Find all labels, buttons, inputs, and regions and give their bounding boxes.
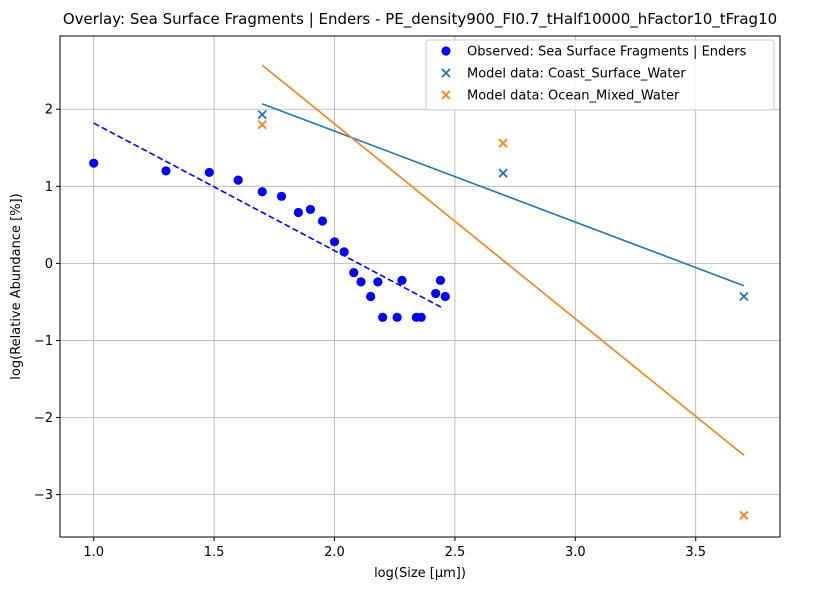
y-tick-label: 2 bbox=[45, 103, 53, 118]
grid bbox=[60, 36, 780, 537]
x-tick-label: 1.0 bbox=[83, 545, 104, 560]
x-marker-stroke bbox=[441, 90, 451, 100]
observed-point bbox=[378, 312, 388, 322]
observed-point bbox=[89, 158, 99, 168]
x-tick-label: 2.5 bbox=[445, 545, 466, 560]
y-tick-label: −2 bbox=[34, 411, 53, 426]
observed-point bbox=[416, 312, 426, 322]
legend-marker-x bbox=[441, 68, 451, 78]
observed-point bbox=[305, 204, 316, 215]
observed-point bbox=[276, 191, 287, 201]
x-marker-stroke bbox=[257, 120, 267, 130]
y-tick-label: 0 bbox=[45, 257, 53, 272]
observed-point bbox=[293, 207, 303, 218]
model-point bbox=[257, 109, 267, 120]
observed-point bbox=[366, 291, 376, 302]
x-tick-label: 3.5 bbox=[685, 545, 706, 560]
axes-frame bbox=[59, 35, 781, 538]
trend-line bbox=[261, 64, 745, 456]
model-point bbox=[498, 168, 508, 178]
x-marker-stroke bbox=[739, 291, 749, 302]
y-tick-label: 1 bbox=[45, 180, 53, 195]
model-point bbox=[498, 138, 508, 148]
observed-point bbox=[257, 187, 267, 197]
observed-point bbox=[204, 167, 214, 178]
y-tick-label: −3 bbox=[34, 488, 53, 503]
x-tick-label: 3.0 bbox=[565, 545, 586, 560]
chart-title: Overlay: Sea Surface Fragments | Enders … bbox=[63, 10, 777, 29]
observed-point bbox=[397, 275, 407, 285]
observed-point bbox=[356, 277, 366, 287]
legend-label: Model data: Ocean_Mixed_Water bbox=[467, 89, 680, 104]
legend-label: Model data: Coast_Surface_Water bbox=[467, 67, 686, 82]
model-point bbox=[739, 291, 749, 302]
x-marker-stroke bbox=[498, 138, 508, 148]
y-tick-label: −1 bbox=[34, 334, 53, 349]
trend-line bbox=[93, 122, 444, 309]
plot-area bbox=[89, 64, 749, 521]
legend-marker-dot bbox=[441, 46, 451, 56]
legend-items: Observed: Sea Surface Fragments | Enders… bbox=[441, 45, 747, 104]
observed-point bbox=[431, 288, 441, 299]
x-marker-stroke bbox=[257, 109, 267, 120]
observed-point bbox=[373, 277, 383, 287]
model-point bbox=[739, 510, 749, 521]
observed-point bbox=[349, 268, 359, 278]
ticks: 1.0 1.5 2.0 2.5 3.0 3.5 −3 −2 −1 0 1 2 bbox=[34, 103, 706, 560]
legend-label: Observed: Sea Surface Fragments | Enders bbox=[467, 45, 747, 60]
observed-point bbox=[435, 275, 446, 285]
observed-point bbox=[317, 216, 328, 226]
observed-point bbox=[339, 247, 349, 257]
x-tick-label: 2.0 bbox=[324, 545, 345, 560]
observed-point bbox=[392, 312, 402, 322]
observed-point bbox=[329, 237, 340, 247]
x-marker-stroke bbox=[498, 168, 508, 178]
observed-point bbox=[233, 175, 243, 185]
x-marker-stroke bbox=[739, 510, 749, 521]
x-tick-label: 1.5 bbox=[204, 545, 225, 560]
x-marker-stroke bbox=[441, 68, 451, 78]
observed-point bbox=[440, 291, 450, 302]
y-axis-label: log(Relative Abundance [%]) bbox=[9, 193, 24, 379]
trend-line bbox=[261, 103, 745, 287]
legend-box bbox=[425, 39, 775, 111]
x-axis-label: log(Size [μm]) bbox=[374, 566, 466, 581]
observed-point bbox=[161, 166, 171, 176]
legend-marker-x bbox=[441, 90, 451, 100]
legend: Observed: Sea Surface Fragments | Enders… bbox=[425, 39, 775, 111]
model-point bbox=[257, 120, 267, 130]
